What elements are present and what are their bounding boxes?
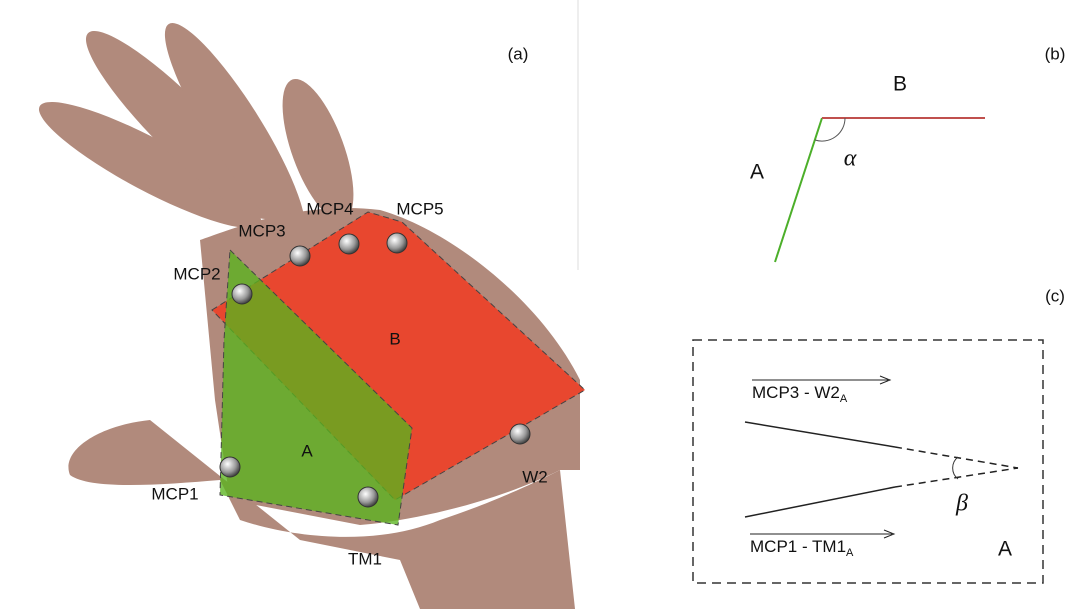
marker xyxy=(290,246,310,266)
marker xyxy=(220,457,240,477)
marker-label: MCP2 xyxy=(173,264,220,283)
marker-label: W2 xyxy=(522,467,548,486)
angle-label: β xyxy=(955,491,968,517)
region-label: A xyxy=(301,441,313,460)
angle-arc xyxy=(953,457,958,479)
vector-label: MCP1 - TM1A xyxy=(750,537,854,558)
marker-label: MCP5 xyxy=(396,199,443,218)
marker xyxy=(358,487,378,507)
plane-label: A xyxy=(998,538,1012,561)
vector-label: MCP3 - W2A xyxy=(752,383,848,404)
vector-subscript: A xyxy=(840,393,848,405)
vector-text: MCP1 - TM1 xyxy=(750,537,846,556)
figure: MCP1 MCP2 MCP3 MCP4 MCP5 TM1 W2 A B (a) … xyxy=(0,0,1075,609)
vector-extension xyxy=(895,447,1018,468)
marker-label: MCP3 xyxy=(238,221,285,240)
region-label: B xyxy=(389,329,400,348)
panel-label: (a) xyxy=(508,44,529,63)
marker-label: MCP1 xyxy=(151,484,198,503)
marker-label: MCP4 xyxy=(306,199,353,218)
angle-label: α xyxy=(844,146,857,172)
segment-label: A xyxy=(750,161,764,184)
vector-text: MCP3 - W2 xyxy=(752,383,840,402)
marker xyxy=(510,424,530,444)
plane-box xyxy=(693,340,1043,583)
marker xyxy=(387,233,407,253)
marker xyxy=(339,234,359,254)
angle-arc xyxy=(815,118,845,141)
vector-line xyxy=(745,487,895,517)
vector-subscript: A xyxy=(846,547,854,559)
segment-a xyxy=(775,118,822,262)
marker xyxy=(232,284,252,304)
vector-line xyxy=(745,422,895,447)
marker-label: TM1 xyxy=(348,549,382,568)
segment-label: B xyxy=(893,73,907,96)
panel-label: (c) xyxy=(1045,286,1065,305)
panel-label: (b) xyxy=(1045,44,1066,63)
